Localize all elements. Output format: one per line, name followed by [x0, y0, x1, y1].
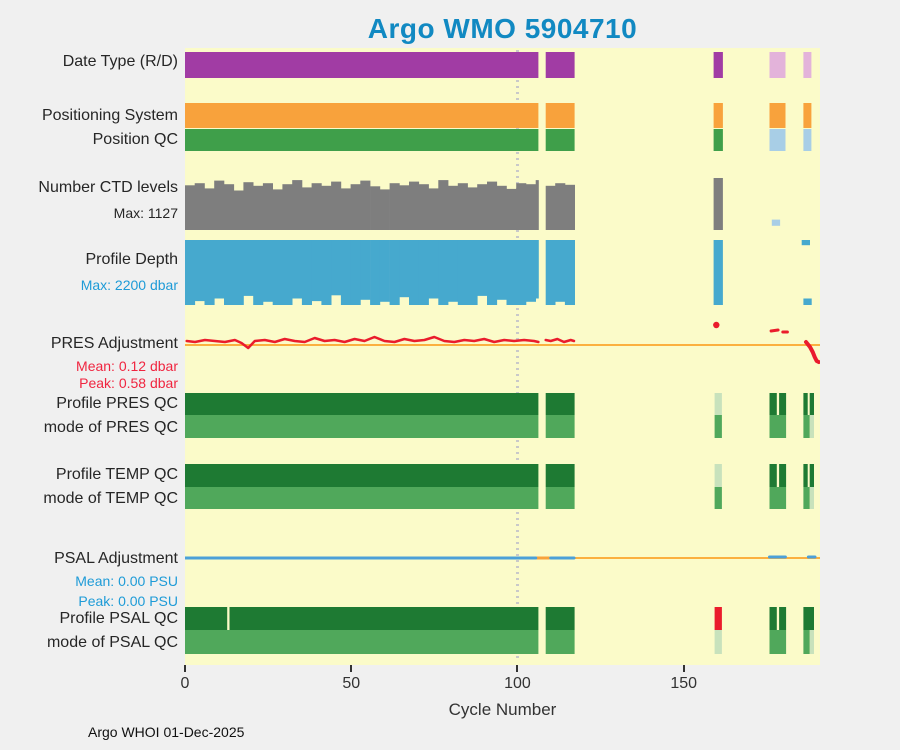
row-label: Mean: 0.12 dbar: [76, 358, 178, 374]
row-label: Profile PRES QC: [56, 395, 178, 412]
row-label: Position QC: [92, 131, 178, 148]
x-tick-label: 50: [342, 675, 361, 692]
row-label: Mean: 0.00 PSU: [75, 573, 178, 589]
x-tick: [184, 665, 186, 672]
footer-note: Argo WHOI 01-Dec-2025: [88, 724, 245, 740]
row-labels: Date Type (R/D) Positioning System Positio…: [0, 0, 181, 750]
row-label: Max: 1127: [113, 205, 178, 221]
x-axis-title: Cycle Number: [448, 700, 557, 719]
row-label: PSAL Adjustment: [54, 550, 178, 567]
row-label: mode of PRES QC: [43, 419, 178, 436]
row-label: Peak: 0.00 PSU: [78, 593, 178, 609]
row-label: PRES Adjustment: [50, 335, 178, 352]
row-label: Profile Depth: [85, 251, 179, 268]
x-tick: [350, 665, 353, 672]
chart-title: Argo WMO 5904710: [367, 13, 638, 44]
row-label: mode of TEMP QC: [43, 490, 178, 507]
x-tick-label: 0: [180, 675, 190, 692]
x-tick: [682, 665, 685, 672]
x-tick-label: 100: [504, 675, 531, 692]
row-label: Peak: 0.58 dbar: [79, 375, 178, 391]
x-tick: [516, 665, 519, 672]
row-label: Number CTD levels: [38, 179, 178, 196]
x-tick-label: 150: [670, 675, 698, 692]
row-label: Positioning System: [41, 107, 178, 124]
row-label: Profile TEMP QC: [55, 466, 178, 483]
row-label: mode of PSAL QC: [46, 634, 178, 651]
row-label: Date Type (R/D): [62, 53, 178, 70]
row-label: Profile PSAL QC: [59, 610, 178, 627]
row-label: Max: 2200 dbar: [80, 277, 178, 293]
x-axis: 0 50 100 150: [181, 665, 820, 701]
plot-svg: [185, 48, 820, 665]
